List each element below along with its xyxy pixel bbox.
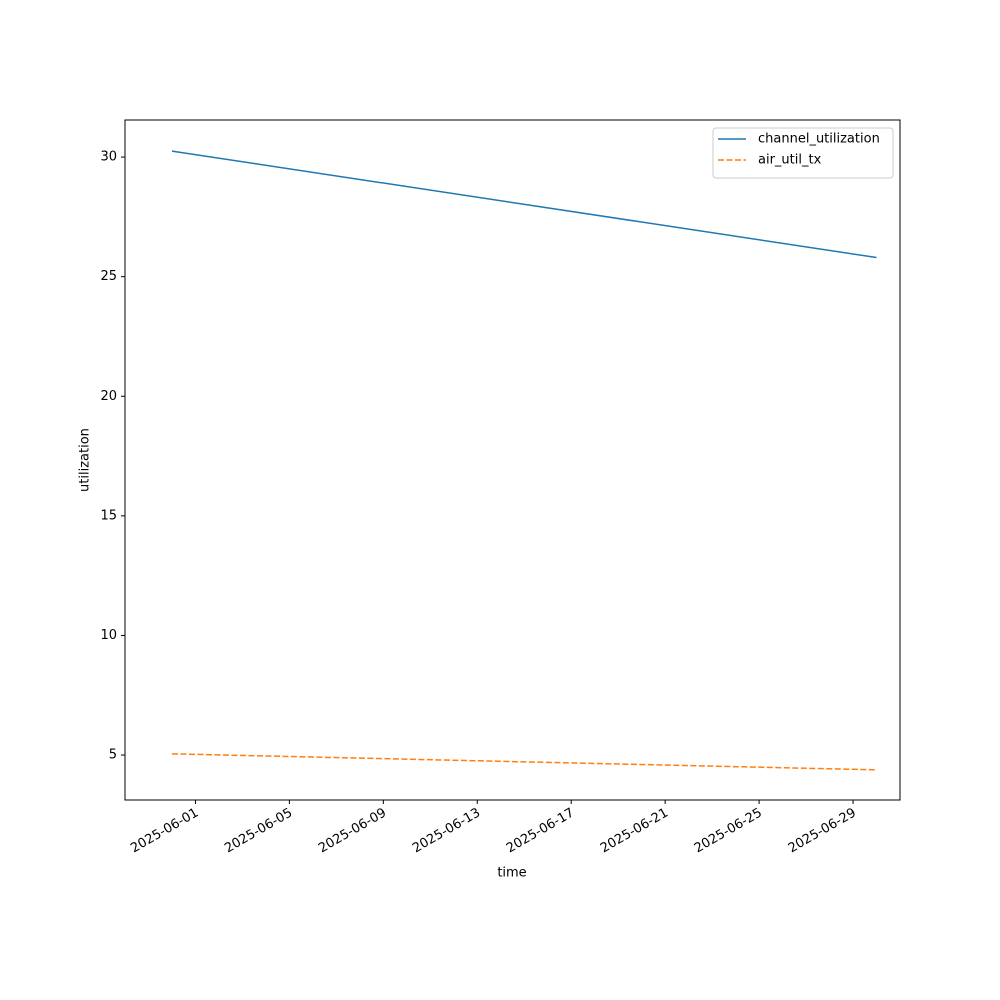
y-tick-label: 15 <box>100 508 117 523</box>
y-tick-label: 5 <box>109 748 117 763</box>
y-tick-label: 30 <box>100 150 117 165</box>
legend-label: channel_utilization <box>758 132 880 147</box>
x-tick-label: 2025-06-01 <box>128 806 201 857</box>
y-tick-label: 25 <box>100 269 117 284</box>
x-tick-label: 2025-06-13 <box>410 806 483 857</box>
legend-label: air_util_tx <box>758 153 822 168</box>
x-tick-label: 2025-06-05 <box>222 806 295 857</box>
legend: channel_utilization air_util_tx <box>712 127 894 179</box>
legend-box <box>712 127 894 179</box>
y-tick-label: 10 <box>100 628 117 643</box>
y-axis-title: utilization <box>78 428 93 492</box>
x-axis-title: time <box>497 866 526 881</box>
x-tick-label: 2025-06-29 <box>786 806 859 857</box>
plot-frame <box>124 119 901 801</box>
y-tick-label: 20 <box>100 389 117 404</box>
series-line <box>171 753 877 771</box>
series-line <box>171 150 877 259</box>
x-tick-label: 2025-06-09 <box>316 806 389 857</box>
x-tick-label: 2025-06-21 <box>598 806 671 857</box>
x-tick-label: 2025-06-25 <box>692 806 765 857</box>
x-tick-label: 2025-06-17 <box>504 806 577 857</box>
